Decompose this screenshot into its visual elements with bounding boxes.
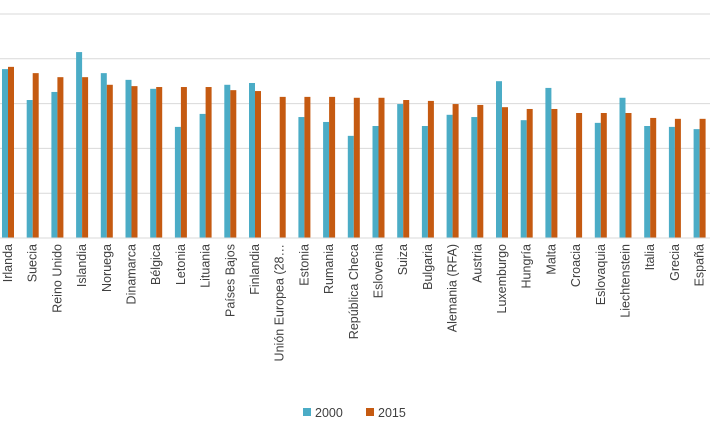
x-tick-label: Croacia: [569, 244, 583, 287]
bar: [82, 77, 89, 238]
bar: [199, 113, 206, 238]
x-tick-label: Bélgica: [149, 244, 163, 285]
x-tick-label: Noruega: [100, 244, 114, 292]
bar: [576, 113, 583, 238]
x-tick-label: Alemania (RFA): [446, 244, 460, 332]
x-tick-label: República Checa: [347, 244, 361, 339]
bar: [353, 97, 360, 238]
bar: [403, 100, 410, 239]
bar: [106, 84, 113, 238]
x-tick-label: Irlanda: [1, 244, 15, 282]
x-tick-label: Malta: [544, 244, 558, 275]
bar: [545, 87, 552, 238]
bar: [255, 91, 261, 238]
x-tick-label: Dinamarca: [125, 244, 139, 304]
x-tick-label: Hungría: [520, 244, 534, 289]
x-tick-label: Reino Unido: [50, 244, 64, 313]
bar: [298, 117, 305, 238]
bar: [644, 126, 651, 238]
x-tick-label: Rumania: [322, 244, 336, 294]
bar: [180, 87, 187, 238]
bar: [551, 108, 558, 238]
legend-swatch: [303, 408, 311, 416]
bar: [397, 104, 404, 238]
bar: [650, 117, 657, 238]
bar: [76, 52, 83, 238]
bar: [26, 100, 33, 239]
bar: [619, 97, 626, 238]
x-tick-label: Austria: [470, 244, 484, 283]
bar: [520, 120, 527, 238]
x-tick-label: Bulgaria: [421, 244, 435, 290]
x-tick-label: Luxemburgo: [495, 244, 509, 314]
x-tick-label: España: [693, 244, 707, 286]
x-tick-label: Países Bajos: [223, 244, 237, 317]
bar: [378, 97, 385, 238]
bar: [304, 96, 311, 238]
x-tick-label: Suiza: [396, 244, 410, 275]
bar: [625, 113, 632, 238]
bar: [594, 122, 601, 238]
bar: [323, 121, 330, 238]
bar: [205, 87, 212, 238]
x-tick-label: Letonia: [174, 244, 188, 285]
bar: [174, 126, 181, 238]
x-tick-label: Unión Europea (28…: [273, 244, 287, 361]
bar: [427, 100, 434, 238]
bar: [347, 135, 354, 238]
x-tick-label: Eslovenia: [372, 244, 386, 298]
bar: [674, 118, 681, 238]
bar: [329, 96, 336, 238]
x-tick-label: Grecia: [668, 244, 682, 281]
bar: [452, 104, 459, 238]
bar: [51, 91, 58, 239]
bar: [125, 79, 132, 238]
bar: [249, 82, 255, 238]
bar: [156, 87, 163, 238]
x-tick-label: Suecia: [26, 244, 40, 282]
legend-label: 2000: [315, 406, 343, 420]
x-tick-label: Islandia: [75, 244, 89, 287]
bar: [526, 108, 533, 238]
bar: [372, 126, 379, 238]
bar: [446, 114, 453, 238]
bar: [699, 118, 706, 238]
x-tick-label: Italia: [643, 244, 657, 270]
bar: [502, 107, 508, 239]
bar: [100, 73, 107, 238]
x-tick-label: Liechtenstein: [619, 244, 633, 318]
legend-label: 2015: [378, 406, 406, 420]
bar: [224, 84, 231, 238]
bar: [230, 90, 237, 238]
legend-swatch: [366, 408, 374, 416]
x-tick-label: Eslovaquia: [594, 244, 608, 305]
bar: [150, 88, 157, 238]
bar: [32, 73, 39, 238]
bar: [131, 86, 138, 239]
bar: [496, 81, 502, 238]
bar: [421, 126, 428, 238]
bar: [57, 77, 64, 238]
bar: [471, 117, 478, 238]
bar: [2, 69, 8, 238]
x-tick-label: Finlandia: [248, 244, 262, 295]
bar: [693, 129, 700, 238]
bar: [668, 126, 675, 238]
x-tick-label: Lituania: [199, 244, 213, 288]
bar: [600, 113, 607, 238]
bar: [279, 96, 286, 238]
bar: [477, 104, 484, 238]
x-tick-label: Estonia: [297, 244, 311, 286]
bar: [8, 66, 14, 238]
